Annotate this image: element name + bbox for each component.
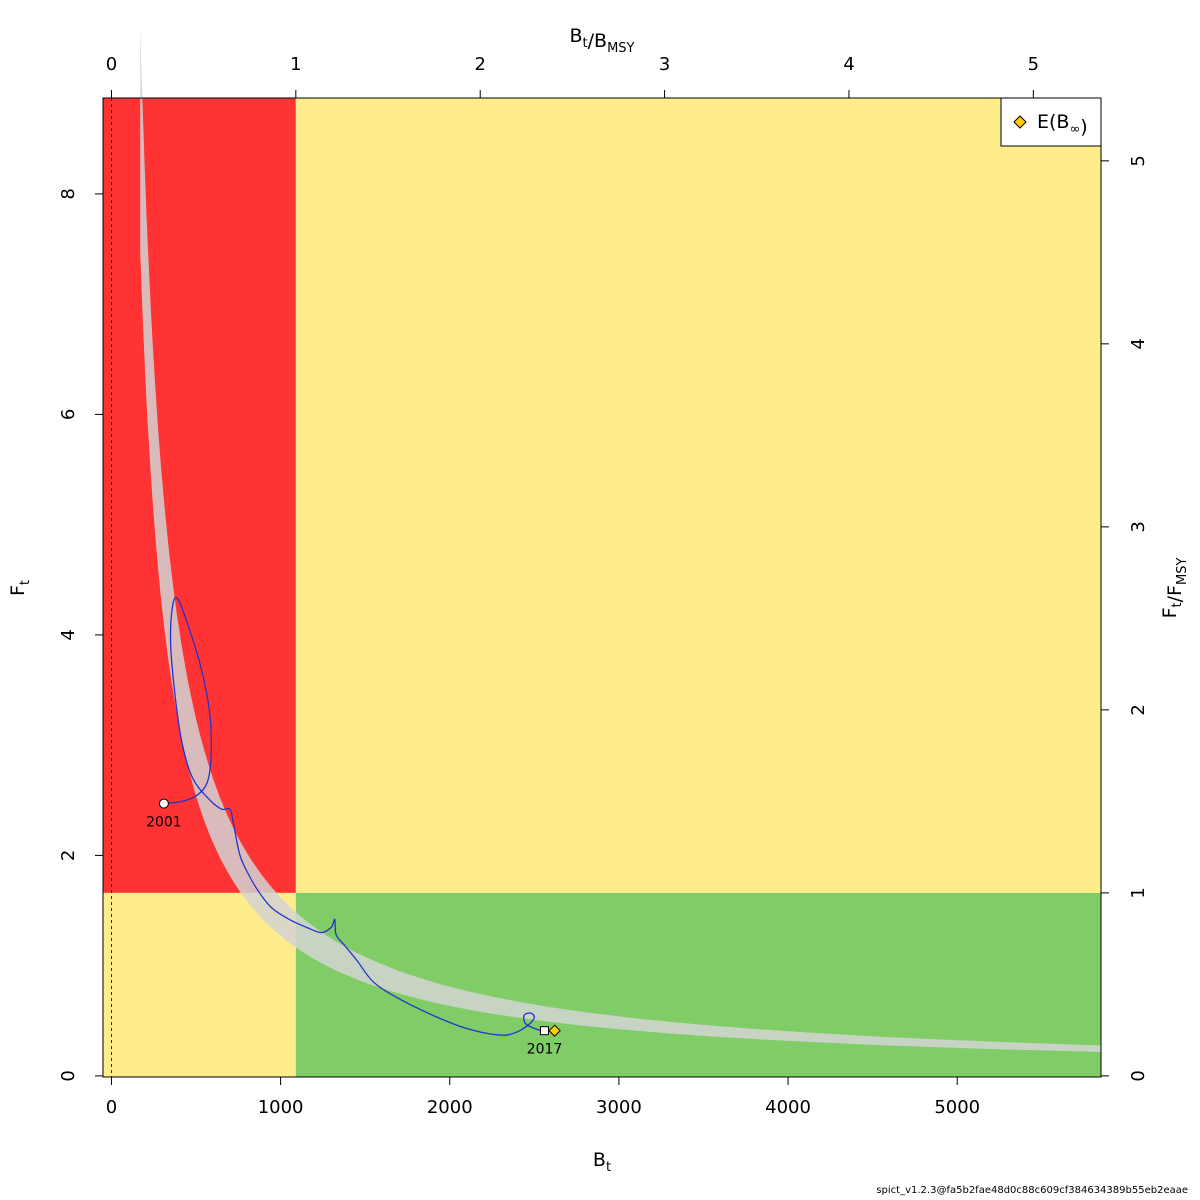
x-tick-label: 4000 xyxy=(765,1097,811,1118)
equilibrium-diamond xyxy=(548,1024,561,1037)
trajectory xyxy=(163,596,545,1036)
x-axis-label: Bt xyxy=(593,1149,611,1175)
msy-band xyxy=(111,25,1101,1077)
top-tick-label: 4 xyxy=(843,54,854,75)
x-tick-label: 0 xyxy=(106,1097,117,1118)
y-tick-label: 0 xyxy=(58,1070,79,1081)
right-tick-label: 2 xyxy=(1128,704,1149,715)
start-year-label: 2001 xyxy=(146,815,182,831)
y-axis-label: Ft xyxy=(7,580,33,596)
y-tick-label: 6 xyxy=(58,409,79,420)
x-tick-label: 2000 xyxy=(427,1097,473,1118)
top-axis-label: Bt/BMSY xyxy=(569,25,634,56)
zone-yellow-bottom xyxy=(103,892,296,1077)
top-tick-label: 5 xyxy=(1028,54,1039,75)
x-tick-label: 1000 xyxy=(258,1097,304,1118)
trajectory-line xyxy=(163,596,545,1036)
y-tick-label: 8 xyxy=(58,188,79,199)
legend-diamond-icon xyxy=(1013,115,1027,129)
right-tick-label: 1 xyxy=(1128,887,1149,898)
plot-frame xyxy=(102,97,1102,1078)
top-tick-label: 2 xyxy=(474,54,485,75)
y-tick-label: 2 xyxy=(58,850,79,861)
zone-yellow-top xyxy=(295,98,1102,893)
right-tick-label: 0 xyxy=(1128,1070,1149,1081)
legend-label: E(B∞) xyxy=(1037,111,1088,138)
top-tick-label: 0 xyxy=(106,54,117,75)
right-axis-label: Ft/FMSY xyxy=(1159,558,1190,619)
x-tick-label: 3000 xyxy=(596,1097,642,1118)
markers: 2001 2017 xyxy=(146,798,563,1058)
start-point xyxy=(158,798,169,809)
end-point xyxy=(539,1026,549,1036)
right-tick-label: 3 xyxy=(1128,521,1149,532)
right-tick-label: 5 xyxy=(1128,155,1149,166)
version-footer: spict_v1.2.3@fa5b2fae48d0c88c609cf384634… xyxy=(876,1185,1188,1196)
right-tick-label: 4 xyxy=(1128,338,1149,349)
x-tick-label: 5000 xyxy=(934,1097,980,1118)
top-tick-label: 1 xyxy=(290,54,301,75)
y-tick-label: 4 xyxy=(58,629,79,640)
zones xyxy=(103,98,1102,1077)
axes: 0 1000 2000 3000 4000 5000 0 2 4 6 8 0 1 2 3 4 5 0 1 2 3 4 5 Bt… xyxy=(7,25,1190,1175)
end-year-label: 2017 xyxy=(527,1042,563,1058)
legend: E(B∞) xyxy=(1000,97,1102,147)
top-tick-label: 3 xyxy=(659,54,670,75)
